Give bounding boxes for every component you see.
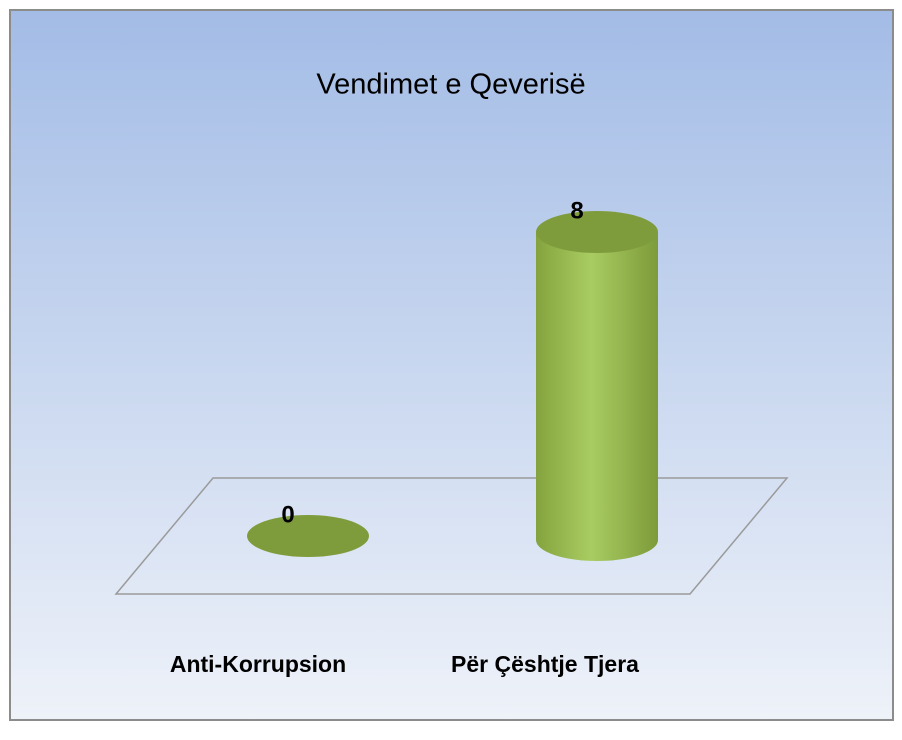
cylinder	[247, 515, 369, 557]
x-tick-label: Anti-Korrupsion	[170, 651, 346, 677]
cylinder-top	[247, 515, 369, 557]
cylinder-body	[536, 232, 658, 561]
cylinder	[536, 211, 658, 561]
value-label: 8	[570, 197, 583, 224]
cylinder-top	[536, 211, 658, 253]
value-label: 0	[281, 501, 294, 528]
x-tick-label: Për Çështje Tjera	[451, 651, 639, 677]
chart-area	[9, 9, 894, 721]
chart-title: Vendimet e Qeverisë	[316, 69, 585, 101]
